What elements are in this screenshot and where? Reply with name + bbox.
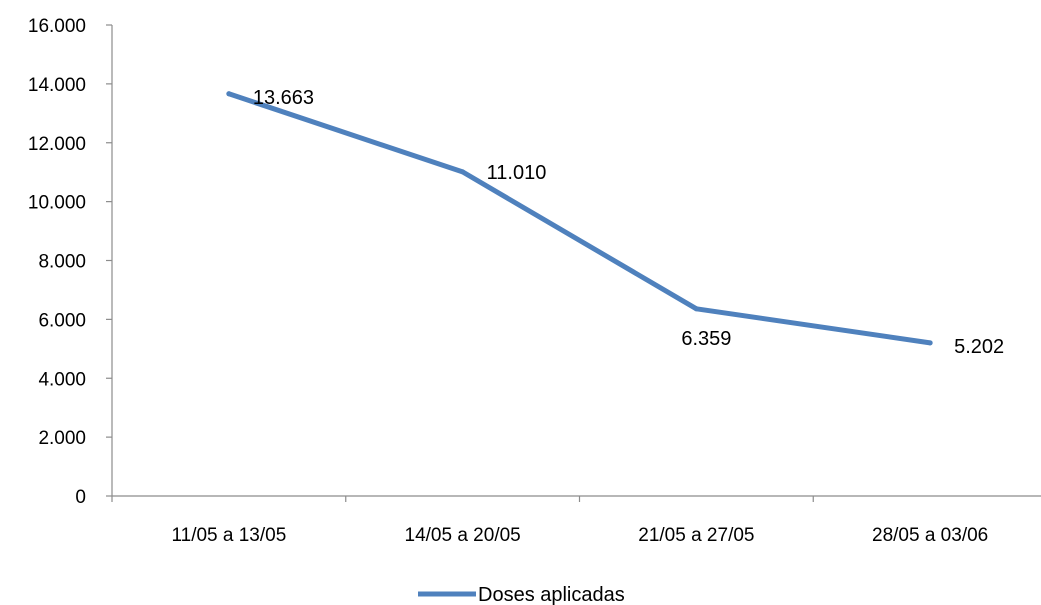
series-line (226, 91, 933, 346)
y-tick-label: 0 (75, 487, 86, 508)
data-label: 5.202 (954, 336, 1004, 358)
y-tick-label: 4.000 (38, 369, 86, 390)
data-label: 13.663 (253, 87, 314, 109)
data-label: 11.010 (487, 162, 547, 184)
y-tick-label: 10.000 (28, 193, 86, 214)
x-axis: 11/05 a 13/05 14/05 a 20/05 21/05 a 27/05 2… (111, 495, 1041, 546)
data-label: 6.359 (681, 328, 731, 350)
data-point (460, 169, 466, 175)
x-tick-label: 28/05 a 03/06 (872, 525, 988, 546)
legend-label: Doses aplicadas (478, 584, 625, 605)
x-tick-label: 14/05 a 20/05 (405, 525, 521, 546)
y-tick-label: 14.000 (28, 75, 86, 96)
x-tick-label: 21/05 a 27/05 (638, 525, 754, 546)
data-point (927, 340, 933, 346)
data-labels: 13.663 11.010 6.359 5.202 (253, 87, 1004, 358)
y-tick-label: 2.000 (38, 428, 86, 449)
y-tick-label: 12.000 (28, 134, 86, 155)
series-layer (226, 91, 933, 346)
y-axis: 0 2.000 4.000 6.000 8.000 10.000 12.000 14.000 1… (28, 16, 113, 508)
y-tick-label: 16.000 (28, 16, 86, 37)
legend: Doses aplicadas (418, 584, 625, 605)
x-tick-label: 11/05 a 13/05 (171, 525, 286, 546)
data-point (693, 306, 699, 312)
y-tick-label: 6.000 (38, 310, 86, 331)
y-tick-label: 8.000 (38, 252, 86, 273)
data-point (226, 91, 232, 97)
